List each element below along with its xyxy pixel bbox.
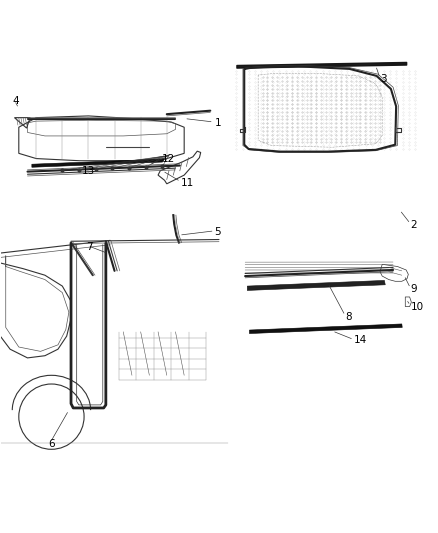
Text: 2: 2 <box>410 220 417 230</box>
Text: 12: 12 <box>162 154 175 164</box>
Text: 9: 9 <box>410 284 417 294</box>
Text: 5: 5 <box>215 227 221 237</box>
Text: 14: 14 <box>354 335 367 345</box>
Polygon shape <box>250 324 402 334</box>
Text: 11: 11 <box>181 178 194 188</box>
Polygon shape <box>32 159 165 167</box>
Text: 8: 8 <box>345 312 352 321</box>
Text: 4: 4 <box>12 96 19 106</box>
Text: 1: 1 <box>215 118 221 128</box>
Text: 6: 6 <box>48 439 55 449</box>
Polygon shape <box>247 280 385 290</box>
Text: 7: 7 <box>86 242 93 252</box>
Text: 3: 3 <box>380 75 387 84</box>
Text: 10: 10 <box>410 302 424 312</box>
Text: 13: 13 <box>82 166 95 176</box>
